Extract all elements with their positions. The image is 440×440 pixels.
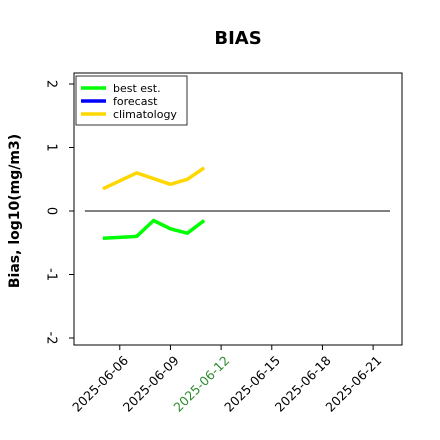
y-axis: -2 -1 0 1 2	[43, 80, 74, 345]
series-layer	[102, 166, 206, 241]
chart-title: BIAS	[214, 28, 261, 49]
y-tick-label: 1	[43, 143, 58, 151]
series-line-climatology	[102, 166, 206, 191]
y-tick-label: -2	[43, 332, 58, 345]
series-line-best-est-	[102, 218, 206, 241]
legend-label: climatology	[113, 108, 177, 121]
y-axis-label: Bias, log10(mg/m3)	[7, 134, 23, 288]
legend-label: forecast	[113, 95, 158, 108]
x-axis: 2025-06-062025-06-092025-06-122025-06-15…	[69, 345, 384, 415]
legend-label: best est.	[113, 82, 161, 95]
y-tick-label: -1	[43, 268, 58, 281]
y-tick-label: 0	[43, 207, 58, 215]
y-tick-label: 2	[43, 80, 58, 88]
